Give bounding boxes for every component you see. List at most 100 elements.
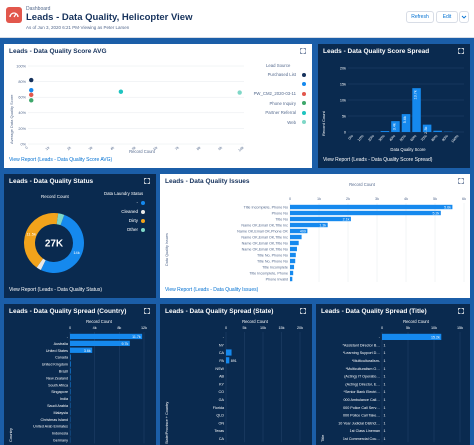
category-label: 000 Ambulance Call… — [344, 398, 381, 402]
bar-value-label: 409 — [300, 229, 306, 233]
bar — [290, 258, 296, 264]
legend-item: Purchased List — [252, 72, 310, 82]
x-tick-label: 10% — [357, 133, 365, 142]
expand-icon[interactable] — [300, 308, 306, 314]
state-ylabel: State/Province + Country — [165, 402, 169, 444]
country-xlabel: Record Count — [86, 319, 113, 324]
expand-icon[interactable] — [144, 308, 150, 314]
bar-value-label: 1.3k — [319, 223, 326, 227]
category-label: Title No — [275, 217, 288, 221]
score-spread-title: Leads - Data Quality Score Spread — [323, 48, 430, 55]
category-label: Saudi Arabia — [47, 404, 69, 408]
scatter-point — [29, 87, 34, 93]
score-avg-report-link[interactable]: View Report (Leads - Data Quality Score … — [9, 157, 113, 163]
x-tick-label: 5k — [406, 326, 410, 330]
category-label: *Assistant Director B… — [343, 343, 381, 347]
category-label: (Acting) IT Operatio… — [344, 375, 380, 379]
x-tick-label: 0 — [381, 326, 383, 330]
bar — [422, 124, 432, 132]
breadcrumb[interactable]: Dashboard — [26, 6, 51, 12]
x-tick-label: 0 — [69, 326, 71, 330]
x-tick-label: 6k — [153, 146, 159, 152]
category-label: Florida — [213, 406, 225, 410]
legend-dot — [302, 110, 306, 115]
x-tick-label: 90% — [441, 133, 449, 142]
category-label: CA — [219, 351, 225, 355]
legend-item: PW_CM2_2020-03-11 — [252, 91, 310, 101]
expand-icon[interactable] — [458, 308, 464, 314]
bar — [290, 252, 296, 258]
title-spread-panel: Leads - Data Quality Spread (Title) Reco… — [316, 304, 470, 445]
x-tick-label: 15k — [457, 326, 463, 330]
legend-dot — [141, 227, 145, 232]
x-tick-label: 6k — [462, 197, 466, 201]
status-legend-title: Data Laundry Status — [104, 191, 144, 196]
category-label: - — [67, 335, 69, 339]
x-tick-label: 0 — [225, 326, 227, 330]
y-tick-label: 20% — [18, 127, 26, 131]
legend-dot — [141, 218, 145, 223]
x-tick-label: 0 — [25, 146, 29, 150]
legend-dot — [141, 200, 145, 205]
bar — [290, 240, 299, 246]
category-label: GA — [219, 398, 225, 402]
x-tick-label: 8k — [196, 146, 202, 152]
score-spread-report-link[interactable]: View Report (Leads - Data Quality Score … — [323, 157, 433, 163]
legend-dot — [302, 120, 306, 124]
category-label: Phone Invalid — [266, 277, 288, 281]
country-ylabel: Country — [8, 428, 13, 442]
category-label: ON — [218, 421, 224, 425]
legend-dot — [302, 101, 306, 105]
bar — [290, 222, 328, 228]
category-label: Name OK,Email OK,Title Inc — [241, 235, 288, 239]
refresh-button[interactable]: Refresh — [406, 11, 434, 23]
y-tick-label: 100% — [16, 64, 26, 68]
bar-value-label: 5.2k — [433, 211, 440, 215]
expand-icon[interactable] — [458, 48, 464, 54]
legend-item: Web — [252, 120, 310, 130]
state-panel: Leads - Data Quality Spread (State) Reco… — [160, 304, 312, 445]
expand-icon[interactable] — [144, 178, 150, 184]
x-tick-label: 4k — [110, 146, 116, 152]
bar-value-label: 5.6k — [403, 116, 407, 123]
x-tick-label: 3k — [375, 197, 379, 201]
issues-ylabel: Data Quality Issues — [165, 233, 169, 266]
legend-dot — [302, 82, 306, 86]
x-tick-label: 12k — [141, 326, 147, 330]
legend-dot — [302, 72, 306, 77]
category-label: Name OK,Email OK,Title No — [242, 241, 288, 245]
scatter-point — [118, 89, 124, 94]
bar — [433, 130, 442, 132]
bar-value-label: 1 — [384, 429, 386, 433]
more-actions-button[interactable] — [459, 11, 469, 23]
bar — [290, 264, 295, 270]
status-report-link[interactable]: View Report (Leads - Data Quality Status… — [9, 287, 103, 293]
scatter-point — [29, 92, 34, 98]
x-tick-label: 80% — [431, 133, 439, 142]
dashboard-header: Dashboard Leads - Data Quality, Helicopt… — [0, 0, 474, 38]
legend-item: Partner Referral — [252, 110, 310, 120]
country-title: Leads - Data Quality Spread (Country) — [9, 308, 127, 315]
donut-slice — [24, 213, 59, 268]
score-avg-xlabel: Record Count — [129, 149, 156, 154]
bar — [290, 276, 293, 282]
bar — [391, 121, 400, 132]
expand-icon[interactable] — [458, 178, 464, 184]
slice-value-label: 14k — [73, 250, 79, 255]
x-tick-label: 9k — [218, 146, 224, 152]
legend-item — [252, 82, 310, 92]
category-label: NSW — [215, 367, 224, 371]
legend-item: Phone Inquiry — [252, 101, 310, 111]
x-tick-label: 3k — [88, 146, 94, 152]
y-tick-label: 15k — [340, 82, 346, 86]
x-tick-label: 0% — [348, 133, 355, 140]
y-tick-label: 0 — [344, 130, 346, 134]
donut-slice — [36, 258, 46, 270]
category-label: (Acting) Director, E… — [345, 382, 380, 386]
score-spread-chart: Record Count Data Quality Score 20k 15k 10… — [321, 66, 464, 152]
issues-report-link[interactable]: View Report (Leads - Data Quality Issues… — [165, 287, 259, 293]
edit-button[interactable]: Edit — [436, 11, 458, 23]
expand-icon[interactable] — [300, 48, 306, 54]
score-avg-legend-title: Lead Source — [266, 63, 291, 68]
category-label: Malaysia — [53, 411, 68, 415]
